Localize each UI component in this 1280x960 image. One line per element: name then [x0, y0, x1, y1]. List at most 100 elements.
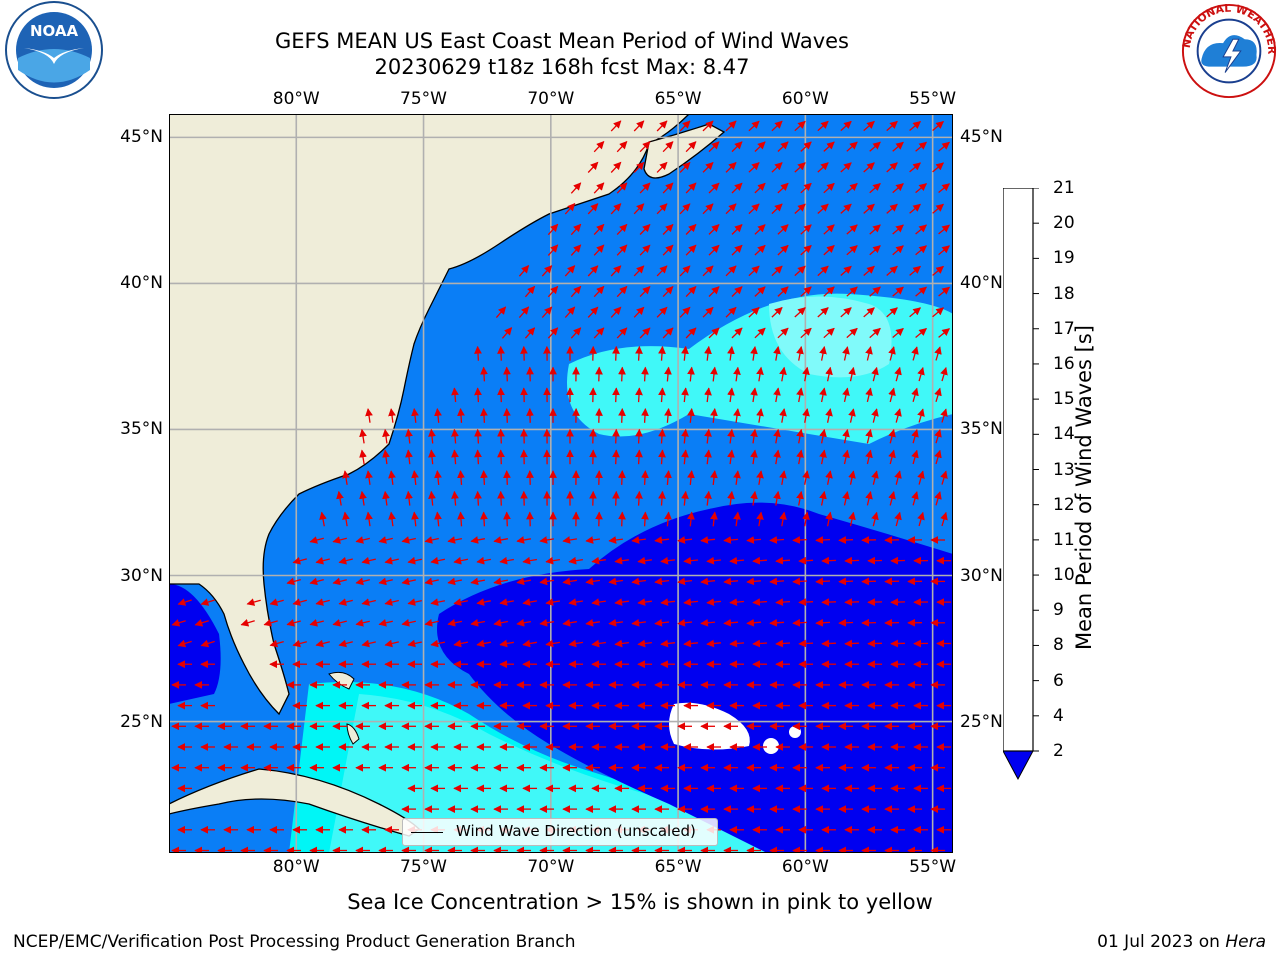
date-text: 01 Jul 2023 on Hera — [1097, 932, 1266, 952]
wind-wave-arrow — [746, 536, 762, 544]
wind-wave-arrow — [656, 161, 668, 173]
wind-wave-arrow — [746, 618, 762, 627]
wind-wave-arrow — [633, 203, 645, 215]
wind-wave-arrow — [658, 449, 666, 465]
wind-wave-arrow — [610, 161, 622, 173]
wind-wave-arrow — [541, 265, 553, 277]
wind-wave-arrow — [825, 470, 833, 485]
lat-tick-right: 45°N — [960, 127, 1003, 148]
wind-wave-arrow — [614, 556, 629, 565]
wind-wave-arrow — [687, 511, 695, 527]
wind-wave-arrow — [708, 141, 720, 153]
wind-wave-arrow — [863, 203, 875, 214]
wind-wave-arrow — [754, 327, 766, 339]
wind-wave-arrow — [633, 120, 645, 132]
wind-wave-arrow — [639, 182, 651, 194]
lat-tick-left: 40°N — [120, 273, 163, 294]
wind-wave-arrow — [752, 639, 768, 648]
wind-wave-arrow — [821, 598, 837, 606]
wind-wave-arrow — [748, 162, 760, 173]
wind-wave-arrow — [733, 366, 741, 382]
wind-wave-arrow — [796, 387, 804, 403]
wind-wave-arrow — [915, 141, 927, 152]
lat-tick-left: 25°N — [120, 711, 163, 732]
wind-wave-arrow — [798, 556, 814, 565]
wind-wave-arrow — [771, 265, 783, 277]
noaa-logo-text: NOAA — [30, 22, 79, 40]
region-below-2-gulf — [169, 584, 221, 704]
wind-wave-arrow — [794, 120, 806, 132]
wind-wave-arrow — [871, 408, 879, 423]
wind-wave-arrow — [934, 449, 942, 465]
wind-wave-arrow — [518, 306, 530, 319]
wind-wave-arrow — [844, 598, 860, 606]
wind-wave-arrow — [641, 470, 649, 485]
wind-wave-arrow — [731, 244, 743, 256]
wind-wave-arrow — [660, 598, 676, 606]
wind-wave-arrow — [269, 598, 284, 606]
wind-wave-arrow — [915, 286, 927, 297]
wind-wave-arrow — [750, 387, 758, 403]
wind-wave-arrow — [616, 223, 628, 236]
lat-tick-left: 45°N — [120, 127, 163, 148]
wind-wave-arrow — [838, 536, 854, 544]
wind-wave-arrow — [817, 265, 829, 277]
wind-wave-arrow — [825, 408, 833, 423]
wind-wave-arrow — [424, 536, 439, 544]
wind-wave-arrow — [342, 470, 350, 485]
wind-wave-arrow — [378, 618, 393, 627]
wind-wave-arrow — [915, 183, 927, 194]
wind-wave-arrow — [842, 346, 850, 361]
lon-tick-top: 70°W — [527, 89, 575, 109]
wind-wave-arrow — [934, 491, 942, 506]
nws-logo: NATIONAL WEATHER SERVICE — [1176, 0, 1278, 104]
wind-wave-arrow — [361, 598, 376, 606]
wind-wave-arrow — [888, 428, 896, 444]
wind-wave-arrow — [499, 639, 515, 648]
wind-wave-arrow — [618, 408, 626, 423]
wind-wave-arrow — [497, 490, 505, 506]
wind-wave-arrow — [863, 162, 875, 173]
wind-wave-arrow — [499, 598, 515, 606]
wind-wave-arrow — [940, 511, 948, 527]
wind-wave-arrow — [616, 141, 628, 153]
wind-wave-arrow — [909, 121, 921, 131]
wind-wave-arrow — [656, 120, 668, 132]
wind-wave-arrow — [773, 490, 781, 506]
wind-wave-arrow — [817, 120, 829, 132]
wind-wave-arrow — [708, 224, 720, 235]
wind-wave-arrow — [911, 491, 919, 506]
wind-wave-arrow — [938, 328, 951, 338]
wind-wave-arrow — [679, 265, 691, 277]
wind-wave-arrow — [825, 511, 833, 527]
wind-wave-arrow — [497, 449, 505, 465]
wind-wave-arrow — [687, 470, 695, 485]
wind-wave-arrow — [792, 577, 808, 586]
wind-wave-arrow — [869, 245, 881, 256]
wind-wave-arrow — [269, 639, 284, 648]
wind-wave-arrow — [892, 327, 904, 338]
wind-wave-arrow — [547, 223, 559, 236]
colorbar-tick-label: 6 — [1053, 670, 1064, 691]
wind-wave-arrow — [863, 120, 875, 132]
wind-wave-arrow — [940, 470, 948, 485]
wind-wave-arrow — [411, 511, 419, 527]
wind-wave-arrow — [938, 245, 951, 256]
wind-wave-arrow — [407, 598, 422, 606]
wind-wave-arrow — [727, 449, 735, 465]
wind-wave-arrow — [909, 162, 921, 173]
wind-wave-arrow — [796, 449, 804, 465]
wind-wave-arrow — [451, 387, 459, 403]
wind-wave-arrow — [662, 244, 674, 256]
wind-wave-arrow — [585, 536, 600, 544]
wind-wave-arrow — [934, 346, 942, 361]
wind-wave-arrow — [800, 182, 812, 194]
wind-wave-arrow — [683, 639, 699, 648]
wind-wave-arrow — [769, 577, 785, 586]
wind-wave-arrow — [658, 490, 666, 506]
wind-wave-arrow — [800, 286, 812, 297]
wind-wave-arrow — [405, 428, 413, 444]
wind-wave-arrow — [405, 449, 413, 465]
wind-wave-arrow — [802, 511, 810, 527]
lon-tick-bottom: 70°W — [527, 857, 575, 877]
